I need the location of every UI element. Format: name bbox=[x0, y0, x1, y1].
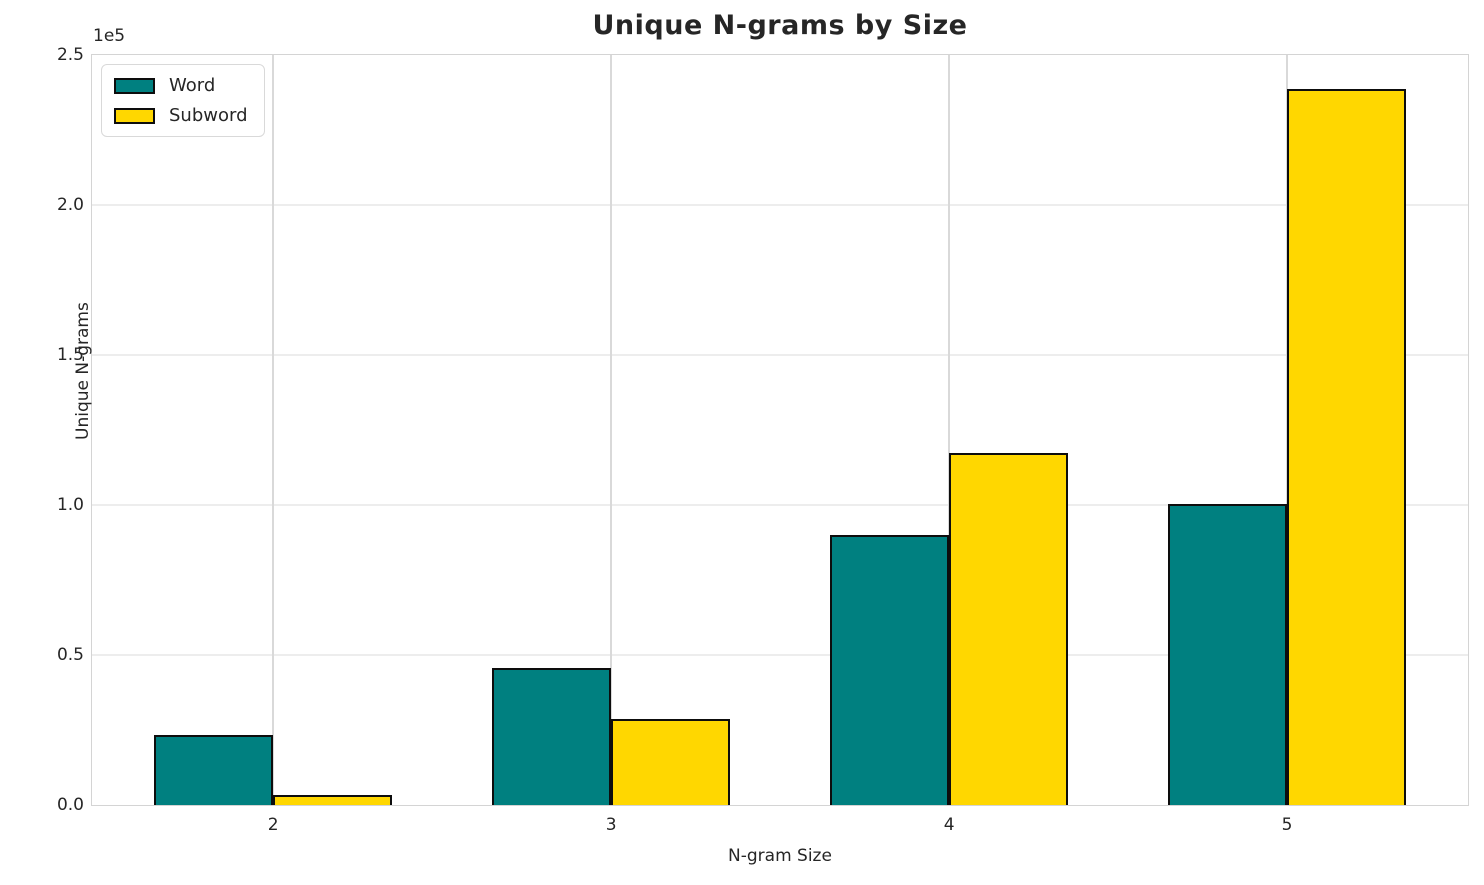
y-tick-label: 2.5 bbox=[56, 45, 84, 65]
plot-area: 0.0 0.5 1.0 1.5 2.0 2.5 2 3 4 5 Word Subword bbox=[57, 45, 1469, 835]
x-tick-label: 2 bbox=[267, 815, 279, 835]
chart-title: Unique N-grams by Size bbox=[592, 10, 968, 41]
y-tick-label: 0.0 bbox=[56, 795, 84, 815]
bar-word-2 bbox=[154, 734, 274, 805]
x-axis-label: N-gram Size bbox=[728, 846, 832, 866]
y-tick-label: 1.0 bbox=[56, 495, 84, 515]
h-gridline bbox=[92, 654, 1468, 656]
x-tick-label: 3 bbox=[605, 815, 617, 835]
y-axis-offset-label: 1e5 bbox=[93, 26, 126, 46]
x-tick-label: 5 bbox=[1281, 815, 1293, 835]
bar-subword-2 bbox=[273, 794, 393, 805]
v-gridline bbox=[610, 55, 613, 805]
v-gridline bbox=[272, 55, 275, 805]
legend-item-word: Word bbox=[114, 75, 248, 96]
legend-label-word: Word bbox=[169, 75, 216, 96]
legend-label-subword: Subword bbox=[169, 105, 248, 126]
bar-word-5 bbox=[1168, 504, 1288, 805]
bar-subword-4 bbox=[949, 452, 1068, 805]
legend-item-subword: Subword bbox=[114, 105, 248, 126]
bar-subword-5 bbox=[1287, 89, 1406, 805]
bar-word-4 bbox=[830, 535, 950, 805]
y-axis-label: Unique N-grams bbox=[72, 302, 93, 440]
legend: Word Subword bbox=[101, 64, 265, 137]
h-gridline bbox=[92, 204, 1468, 206]
x-tick-label: 4 bbox=[943, 815, 955, 835]
y-tick-label: 2.0 bbox=[56, 195, 84, 215]
bar-subword-3 bbox=[611, 719, 731, 805]
h-gridline bbox=[92, 504, 1468, 506]
y-tick-label: 0.5 bbox=[56, 645, 84, 665]
h-gridline bbox=[92, 354, 1468, 356]
y-tick-label: 1.5 bbox=[56, 345, 84, 365]
bar-word-3 bbox=[492, 667, 612, 805]
legend-swatch-subword bbox=[114, 107, 155, 124]
legend-swatch-word bbox=[114, 77, 155, 94]
v-gridline bbox=[948, 55, 951, 805]
